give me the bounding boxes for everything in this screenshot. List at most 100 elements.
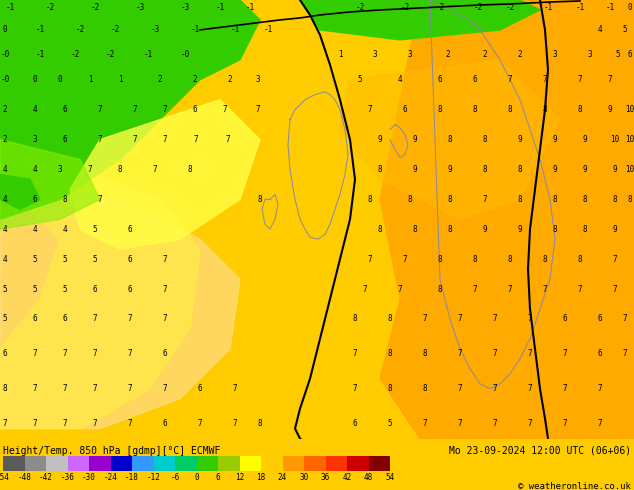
Text: © weatheronline.co.uk: © weatheronline.co.uk: [518, 482, 631, 490]
Text: 6: 6: [628, 50, 632, 59]
Bar: [304, 456, 325, 471]
Text: -2: -2: [70, 50, 80, 59]
Text: -2: -2: [75, 25, 84, 34]
Text: -1: -1: [230, 25, 240, 34]
Text: 6: 6: [127, 255, 133, 264]
Text: -30: -30: [82, 473, 96, 482]
Bar: [240, 456, 261, 471]
Text: 7: 7: [233, 419, 237, 428]
Polygon shape: [0, 179, 240, 429]
Text: 7: 7: [508, 285, 512, 294]
Text: 6: 6: [563, 315, 567, 323]
Bar: [325, 456, 347, 471]
Text: 2: 2: [482, 50, 488, 59]
Text: 7: 7: [473, 285, 477, 294]
Text: 3: 3: [58, 165, 62, 174]
Text: 7: 7: [198, 419, 202, 428]
Text: 48: 48: [364, 473, 373, 482]
Text: 7: 7: [163, 285, 167, 294]
Text: 8: 8: [578, 255, 582, 264]
Text: 42: 42: [342, 473, 352, 482]
Text: 2: 2: [228, 75, 232, 84]
Text: 7: 7: [623, 315, 627, 323]
Bar: [46, 456, 67, 471]
Text: 7: 7: [93, 349, 97, 358]
Text: -2: -2: [105, 50, 115, 59]
Text: 6: 6: [353, 419, 358, 428]
Text: 8: 8: [257, 419, 262, 428]
Text: 7: 7: [93, 315, 97, 323]
Text: 8: 8: [543, 255, 547, 264]
Text: 8: 8: [3, 384, 8, 393]
Text: 7: 7: [163, 255, 167, 264]
Text: 7: 7: [3, 419, 8, 428]
Text: 6: 6: [127, 285, 133, 294]
Text: -0: -0: [1, 75, 10, 84]
Text: -1: -1: [543, 3, 553, 12]
Text: 8: 8: [448, 195, 452, 204]
Text: 8: 8: [63, 195, 67, 204]
Text: 6: 6: [33, 315, 37, 323]
Text: 54: 54: [385, 473, 394, 482]
Text: 5: 5: [616, 50, 620, 59]
Text: 3: 3: [256, 75, 261, 84]
Text: 36: 36: [321, 473, 330, 482]
Text: 3: 3: [373, 50, 377, 59]
Text: 2: 2: [3, 105, 8, 114]
Text: 7: 7: [527, 384, 533, 393]
Text: 2: 2: [3, 135, 8, 144]
Text: 7: 7: [563, 349, 567, 358]
Text: 7: 7: [482, 195, 488, 204]
Text: 8: 8: [387, 315, 392, 323]
Text: 0: 0: [194, 473, 199, 482]
Text: 8: 8: [508, 105, 512, 114]
Text: 8: 8: [378, 225, 382, 234]
Text: -1: -1: [216, 3, 224, 12]
Text: 9: 9: [553, 135, 557, 144]
Text: 7: 7: [133, 105, 138, 114]
Text: 1: 1: [87, 75, 93, 84]
Text: 7: 7: [256, 105, 261, 114]
Text: 7: 7: [353, 349, 358, 358]
Text: 9: 9: [482, 225, 488, 234]
Text: 5: 5: [63, 285, 67, 294]
Bar: [283, 456, 304, 471]
Text: 7: 7: [63, 349, 67, 358]
Bar: [368, 456, 390, 471]
Text: 24: 24: [278, 473, 287, 482]
Text: 8: 8: [518, 195, 522, 204]
Text: 8: 8: [543, 105, 547, 114]
Polygon shape: [0, 174, 40, 209]
Text: -54: -54: [0, 473, 10, 482]
Text: 1: 1: [338, 50, 342, 59]
Text: 4: 4: [3, 165, 8, 174]
Text: -1: -1: [605, 3, 614, 12]
Text: 7: 7: [223, 105, 228, 114]
Text: 8: 8: [448, 135, 452, 144]
Text: -42: -42: [39, 473, 53, 482]
Text: 9: 9: [413, 165, 417, 174]
Text: 7: 7: [127, 384, 133, 393]
Text: 7: 7: [153, 165, 157, 174]
Text: 2: 2: [518, 50, 522, 59]
Text: -2: -2: [110, 25, 120, 34]
Text: 7: 7: [87, 165, 93, 174]
Text: 6: 6: [93, 285, 97, 294]
Text: 7: 7: [598, 384, 602, 393]
Text: 7: 7: [458, 419, 462, 428]
Text: -18: -18: [125, 473, 139, 482]
Text: 8: 8: [482, 165, 488, 174]
Text: 7: 7: [403, 255, 407, 264]
Text: 5: 5: [387, 419, 392, 428]
Text: Height/Temp. 850 hPa [gdmp][°C] ECMWF: Height/Temp. 850 hPa [gdmp][°C] ECMWF: [3, 446, 221, 456]
Text: 7: 7: [563, 384, 567, 393]
Text: 8: 8: [408, 195, 412, 204]
Text: 1: 1: [118, 75, 122, 84]
Text: 10: 10: [625, 165, 634, 174]
Text: 8: 8: [553, 225, 557, 234]
Text: 5: 5: [63, 255, 67, 264]
Text: -1: -1: [245, 3, 255, 12]
Text: 7: 7: [133, 135, 138, 144]
Text: 5: 5: [33, 285, 37, 294]
Bar: [3, 456, 25, 471]
